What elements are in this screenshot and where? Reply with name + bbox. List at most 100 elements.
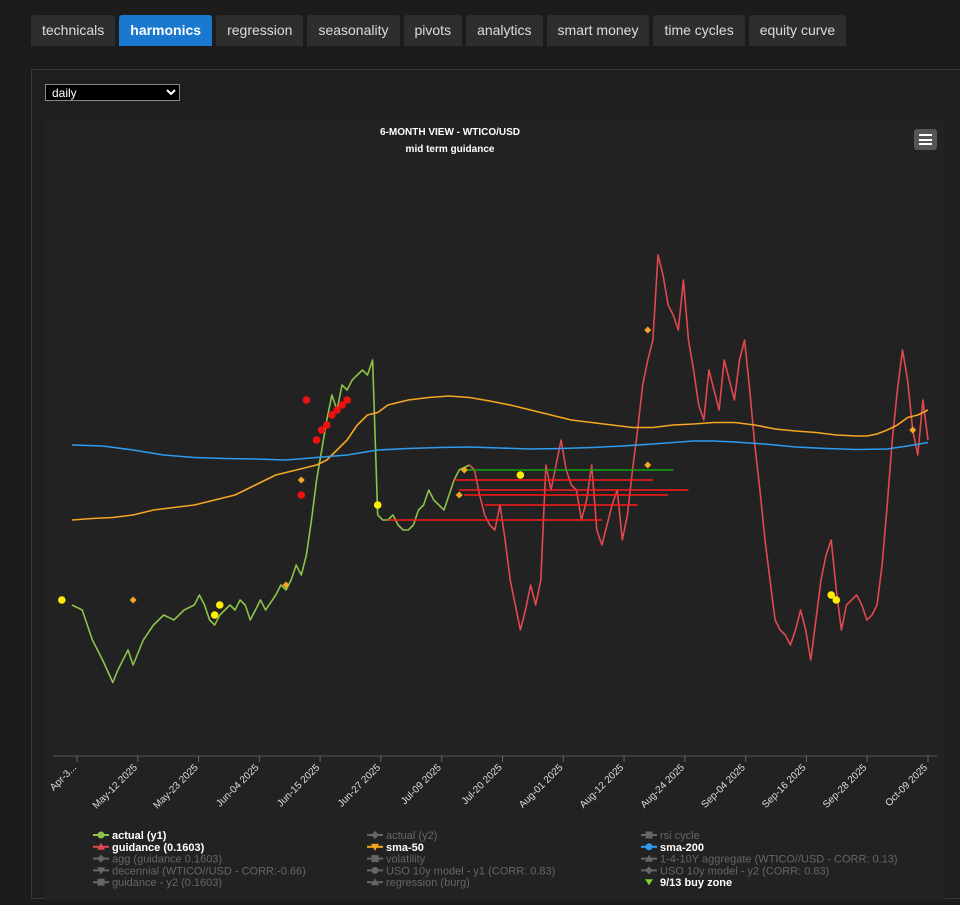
tab-equity-curve[interactable]: equity curve — [748, 15, 847, 46]
legend-label: USO 10y model - y2 (CORR: 0.83) — [660, 865, 829, 877]
legend: actual (y1) actual (y2) rsi cycle guidance … — [93, 830, 898, 889]
tab-smart-money[interactable]: smart money — [546, 15, 650, 46]
orange-diamond-marker — [644, 326, 652, 334]
x-tick-label: Jun-27 2025 — [336, 762, 383, 809]
series-layer — [71, 254, 929, 684]
legend-item[interactable]: actual (y1) — [93, 830, 167, 842]
red-circle-marker — [328, 411, 336, 419]
orange-diamond-marker — [909, 426, 917, 434]
legend-marker-icon — [97, 842, 105, 850]
legend-item[interactable]: USO 10y model - y2 (CORR: 0.83) — [641, 865, 829, 877]
legend-item[interactable]: sma-50 — [367, 842, 424, 854]
legend-item[interactable]: agg (guidance 0.1603) — [93, 854, 222, 866]
tab-pivots[interactable]: pivots — [403, 15, 463, 46]
legend-item[interactable]: actual (y2) — [367, 830, 437, 842]
legend-label: actual (y2) — [386, 830, 437, 842]
legend-item[interactable]: sma-200 — [641, 842, 704, 854]
legend-label: sma-50 — [386, 842, 424, 854]
legend-item[interactable]: guidance (0.1603) — [93, 842, 205, 854]
legend-label: 9/13 buy zone — [660, 877, 732, 889]
yellow-circle-marker — [832, 596, 841, 604]
x-tick-label: Sep-04 2025 — [699, 762, 748, 811]
legend-item[interactable]: rsi cycle — [641, 830, 700, 842]
red-circle-marker — [343, 396, 351, 404]
legend-label: guidance (0.1603) — [112, 842, 205, 854]
x-tick-label: Jul-09 2025 — [399, 762, 444, 807]
legend-marker-icon — [645, 866, 653, 875]
chart-subtitle: mid term guidance — [406, 144, 495, 155]
x-tick-label: Apr-3... — [48, 762, 79, 793]
red-circle-marker — [312, 436, 321, 444]
hamburger-menu-icon[interactable] — [914, 129, 937, 150]
x-tick-label: May-12 2025 — [91, 762, 140, 811]
legend-label: 1-4-10Y aggregate (WTICO//USD - CORR: 0.… — [660, 854, 898, 866]
legend-marker-icon — [645, 879, 653, 886]
x-tick-label: Jul-20 2025 — [460, 762, 505, 807]
yellow-circle-marker — [516, 471, 525, 479]
period-select[interactable]: daily — [45, 84, 180, 101]
chart-area: 6-MONTH VIEW - WTICO/USD mid term guidan… — [45, 120, 945, 900]
legend-marker-icon — [371, 843, 379, 851]
yellow-circle-marker — [827, 591, 835, 599]
series-line-guidance-0-1603- — [468, 254, 929, 661]
harmonics-chart: 6-MONTH VIEW - WTICO/USD mid term guidan… — [48, 127, 937, 889]
orange-diamond-marker — [129, 596, 137, 604]
yellow-circle-marker — [210, 611, 219, 619]
legend-marker-icon — [97, 878, 105, 886]
yellow-circle-marker — [215, 601, 224, 609]
tab-regression[interactable]: regression — [216, 15, 304, 46]
x-tick-label: May-23 2025 — [152, 762, 201, 811]
legend-label: decennial (WTICO//USD - CORR:-0.66) — [112, 865, 306, 877]
legend-marker-icon — [97, 867, 105, 875]
red-circle-marker — [297, 491, 306, 499]
series-line-sma-200 — [71, 440, 929, 461]
legend-item[interactable]: 9/13 buy zone — [645, 877, 732, 889]
legend-label: guidance - y2 (0.1603) — [112, 877, 222, 889]
orange-diamond-marker — [297, 476, 305, 484]
tab-technicals[interactable]: technicals — [31, 15, 116, 46]
legend-label: regression (burg) — [386, 877, 470, 889]
chart-title: 6-MONTH VIEW - WTICO/USD — [380, 127, 520, 138]
red-circle-marker — [338, 401, 346, 409]
legend-marker-icon — [645, 843, 653, 851]
legend-label: volatility — [386, 854, 426, 866]
legend-item[interactable]: guidance - y2 (0.1603) — [93, 877, 222, 889]
legend-marker-icon — [371, 855, 379, 863]
legend-label: sma-200 — [660, 842, 704, 854]
tab-seasonality[interactable]: seasonality — [307, 15, 400, 46]
yellow-circle-marker — [373, 501, 382, 509]
legend-marker-icon — [97, 854, 105, 863]
x-tick-label: Jun-15 2025 — [275, 762, 322, 809]
x-tick-label: Sep-28 2025 — [821, 762, 870, 811]
orange-diamond-marker — [282, 581, 290, 589]
red-circle-marker — [333, 406, 341, 414]
x-tick-label: Jun-04 2025 — [214, 762, 261, 809]
x-tick-label: Sep-16 2025 — [760, 762, 809, 811]
tab-analytics[interactable]: analytics — [466, 15, 543, 46]
x-tick-label: Aug-24 2025 — [639, 762, 688, 811]
red-circle-marker — [322, 421, 331, 429]
tab-harmonics[interactable]: harmonics — [119, 15, 213, 46]
x-axis-ticks: Apr-3... May-12 2025 May-23 2025 Jun-04 202… — [48, 756, 930, 811]
legend-label: rsi cycle — [660, 830, 700, 842]
orange-diamond-marker — [644, 461, 652, 469]
x-tick-label: Oct-09 2025 — [883, 762, 930, 809]
legend-item[interactable]: volatility — [367, 854, 426, 866]
red-circle-marker — [302, 396, 311, 404]
series-line-sma-50 — [71, 395, 929, 521]
red-circle-marker — [317, 426, 326, 434]
yellow-circle-marker — [58, 596, 66, 604]
legend-label: USO 10y model - y1 (CORR: 0.83) — [386, 865, 555, 877]
x-tick-label: Aug-12 2025 — [578, 762, 627, 811]
legend-item[interactable]: USO 10y model - y1 (CORR: 0.83) — [367, 865, 555, 877]
legend-item[interactable]: regression (burg) — [367, 877, 470, 889]
legend-marker-icon — [645, 854, 653, 862]
legend-item[interactable]: decennial (WTICO//USD - CORR:-0.66) — [93, 865, 306, 877]
orange-diamond-marker — [455, 491, 463, 499]
tab-time-cycles[interactable]: time cycles — [653, 15, 745, 46]
legend-marker-icon — [97, 831, 105, 839]
legend-item[interactable]: 1-4-10Y aggregate (WTICO//USD - CORR: 0.… — [641, 854, 898, 866]
legend-marker-icon — [645, 831, 653, 839]
legend-label: actual (y1) — [112, 830, 167, 842]
orange-diamond-marker — [460, 466, 468, 474]
